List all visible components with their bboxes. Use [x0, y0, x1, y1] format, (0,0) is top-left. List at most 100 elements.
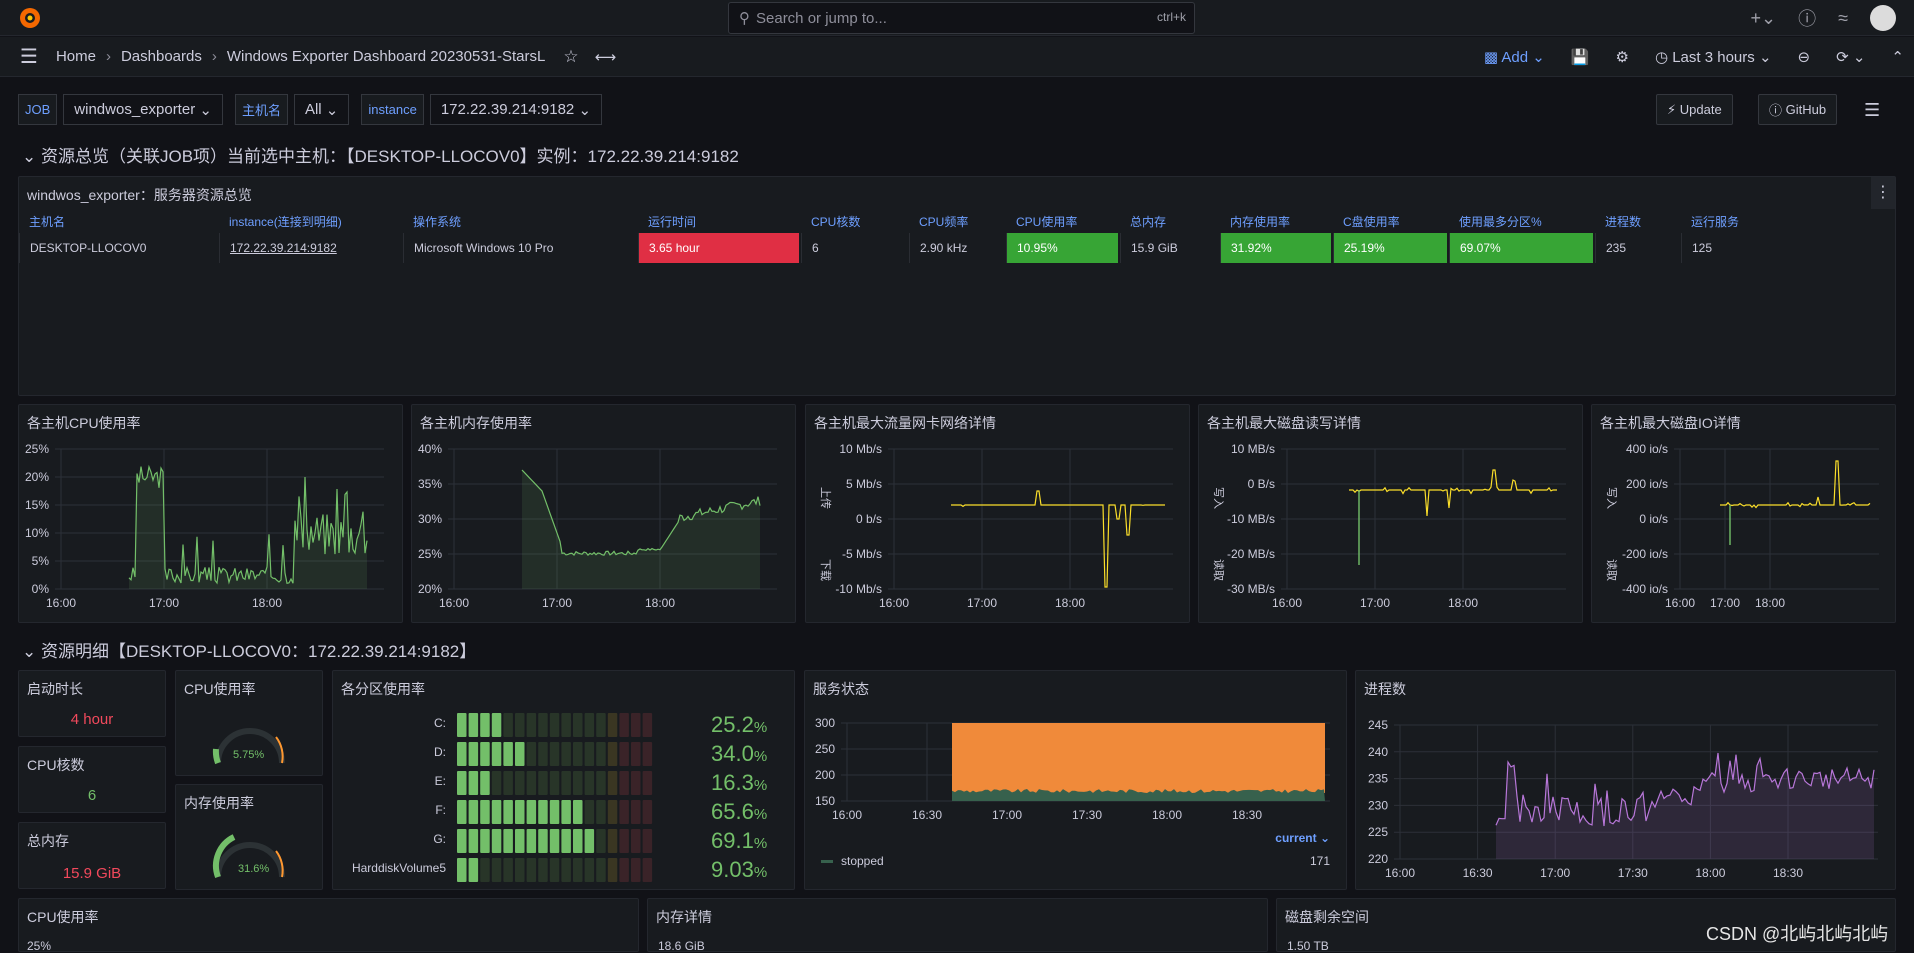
- partition-cell: [584, 771, 595, 795]
- share-icon[interactable]: ⟷: [594, 48, 617, 66]
- breadcrumb-home[interactable]: Home: [55, 48, 96, 65]
- legend-current-header[interactable]: current ⌄: [1275, 831, 1330, 845]
- partition-cell: [631, 713, 641, 737]
- instance-label: instance: [361, 94, 424, 125]
- column-header[interactable]: 运行服务: [1691, 215, 1740, 229]
- y-tick: 30%: [418, 512, 442, 526]
- help-icon[interactable]: ⓘ: [1798, 9, 1817, 29]
- x-tick: 17:00: [1710, 596, 1740, 610]
- table-cell: 3.65 hour: [638, 233, 799, 263]
- partition-cell: [561, 742, 571, 766]
- partition-cell: [573, 771, 583, 795]
- top-bar: ⚲ Search or jump to... ctrl+k +⌄ ⓘ ≈: [0, 0, 1914, 36]
- star-icon[interactable]: ☆: [563, 46, 579, 66]
- column-header[interactable]: 主机名: [29, 215, 66, 229]
- row-detail-toggle[interactable]: ⌄ 资源明细【DESKTOP-LLOCOV0：172.22.39.214:918…: [22, 642, 477, 661]
- x-tick: 16:00: [832, 808, 862, 822]
- column-header[interactable]: 使用最多分区%: [1459, 215, 1542, 229]
- cpu-gauge-value: 5.75%: [233, 749, 265, 761]
- axis-label: 写入: [1605, 487, 1617, 509]
- partition-cell: [526, 829, 537, 853]
- github-button[interactable]: ⓘ GitHub: [1758, 94, 1838, 125]
- total-mem-panel: 总内存 15.9 GiB: [18, 822, 166, 889]
- instance-select[interactable]: 172.22.39.214:9182 ⌄: [429, 94, 603, 125]
- zoom-out-icon[interactable]: ⊖: [1797, 49, 1811, 66]
- mem-gauge: [213, 834, 285, 879]
- y-tick: 150: [815, 794, 835, 808]
- partition-cell: [526, 742, 537, 766]
- row-overview-toggle[interactable]: ⌄ 资源总览（关联JOB项）当前选中主机：【DESKTOP-LLOCOV0】实例…: [22, 147, 739, 166]
- host-select[interactable]: All ⌄: [293, 94, 350, 125]
- panel-title: 服务状态: [813, 681, 869, 697]
- time-picker[interactable]: ◷ Last 3 hours ⌄: [1654, 49, 1772, 66]
- update-button[interactable]: ⚡ Update: [1656, 94, 1733, 125]
- grafana-logo-icon[interactable]: [18, 6, 42, 35]
- mem-series-area: [522, 470, 760, 589]
- y-tick: 35%: [418, 477, 442, 491]
- panel-title: 各主机最大磁盘IO详情: [1600, 415, 1741, 431]
- plus-icon[interactable]: +⌄: [1750, 7, 1777, 28]
- column-header[interactable]: 总内存: [1130, 215, 1167, 229]
- partition-cell: [573, 829, 583, 853]
- menu-icon[interactable]: ☰: [20, 46, 38, 68]
- partition-cell: [538, 771, 548, 795]
- panel-title: CPU核数: [27, 757, 85, 773]
- partition-cell: [480, 771, 490, 795]
- partition-cell: [491, 771, 502, 795]
- partition-label: C:: [434, 716, 446, 730]
- rss-icon[interactable]: ≈: [1838, 7, 1848, 28]
- column-header[interactable]: instance(连接到明细): [229, 215, 342, 229]
- x-tick: 18:30: [1773, 866, 1803, 880]
- menu-icon[interactable]: ☰: [1864, 100, 1881, 120]
- disk-rw-chart[interactable]: 10 MB/s 0 B/s -10 MB/s -20 MB/s -30 MB/s16:0…: [1199, 405, 1584, 624]
- column-header[interactable]: 操作系统: [413, 215, 462, 229]
- x-tick: 17:30: [1072, 808, 1102, 822]
- axis-label: 上传: [819, 487, 832, 509]
- y-tick: 25%: [25, 442, 49, 456]
- gear-icon[interactable]: ⚙: [1615, 49, 1629, 66]
- x-tick: 18:00: [1755, 596, 1785, 610]
- partition-unit: %: [754, 748, 767, 765]
- column-header[interactable]: CPU使用率: [1016, 215, 1078, 229]
- partition-cell: [642, 742, 653, 766]
- column-header[interactable]: 运行时间: [648, 215, 697, 229]
- avatar[interactable]: [1870, 5, 1896, 31]
- table-cell: DESKTOP-LLOCOV0: [19, 233, 217, 263]
- column-header[interactable]: 进程数: [1605, 215, 1642, 229]
- column-header[interactable]: CPU核数: [811, 215, 861, 229]
- panel-menu-icon[interactable]: ⋮: [1871, 177, 1895, 209]
- breadcrumb-dashboards[interactable]: Dashboards: [120, 48, 202, 65]
- cpu-usage-chart[interactable]: 25% 20% 15% 10% 5% 0%16:00 17:00 18:00: [19, 405, 404, 624]
- y-tick: -400 io/s: [1622, 582, 1668, 596]
- partition-cell: [515, 858, 525, 882]
- search-input[interactable]: ⚲ Search or jump to... ctrl+k: [728, 2, 1195, 34]
- column-header[interactable]: CPU频率: [919, 215, 969, 229]
- y-tick: 230: [1368, 798, 1388, 812]
- save-icon[interactable]: 💾: [1570, 49, 1590, 66]
- mem-usage-chart[interactable]: 40% 35% 30% 25% 20%16:00 17:00 18:00: [412, 405, 797, 624]
- add-button[interactable]: ▩ Add ⌄: [1483, 49, 1545, 66]
- partition-cell: [596, 713, 606, 737]
- column-header[interactable]: C盘使用率: [1343, 215, 1400, 229]
- collapse-icon[interactable]: ⌃: [1891, 49, 1904, 66]
- y-tick: 40%: [418, 442, 442, 456]
- table-cell: 6: [801, 233, 907, 263]
- table-cell[interactable]: 172.22.39.214:9182: [219, 233, 401, 263]
- x-tick: 17:00: [1540, 866, 1570, 880]
- partition-cell: [549, 800, 560, 824]
- disk-io-chart[interactable]: 400 io/s 200 io/s 0 io/s -200 io/s -400 io/s…: [1592, 405, 1897, 624]
- uptime-value: 4 hour: [70, 711, 114, 728]
- partition-cell: [468, 742, 479, 766]
- net-chart[interactable]: 10 Mb/s 5 Mb/s 0 b/s -5 Mb/s -10 Mb/s16:00 17…: [806, 405, 1191, 624]
- x-tick: 17:00: [1360, 596, 1390, 610]
- partition-unit: %: [754, 835, 767, 852]
- refresh-icon[interactable]: ⟳ ⌄: [1836, 49, 1866, 66]
- legend-item[interactable]: stopped: [821, 854, 884, 868]
- column-header[interactable]: 内存使用率: [1230, 215, 1291, 229]
- partition-cell: [515, 829, 525, 853]
- x-tick: 17:00: [542, 596, 572, 610]
- job-select[interactable]: windwos_exporter ⌄: [63, 94, 223, 125]
- x-tick: 17:00: [149, 596, 179, 610]
